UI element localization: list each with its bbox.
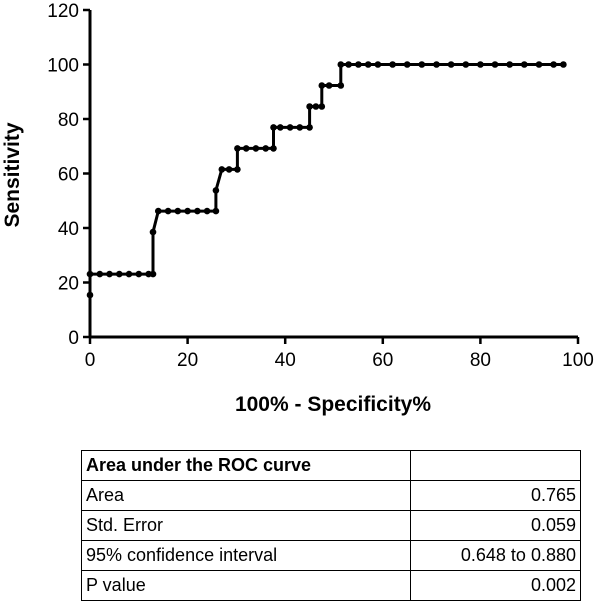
roc-data-point	[506, 61, 513, 68]
table-header-value	[410, 450, 581, 481]
roc-data-point	[106, 270, 113, 278]
roc-data-point	[418, 61, 426, 68]
y-axis-title: Sensitivity	[1, 122, 24, 227]
chart-axes	[88, 10, 578, 339]
y-tick-label: 60	[58, 165, 79, 186]
table-row-label: 95% confidence interval	[80, 540, 412, 571]
x-tick-label: 80	[470, 350, 491, 371]
roc-data-point	[318, 82, 326, 89]
roc-data-point	[560, 61, 567, 68]
x-tick-label: 100	[562, 350, 594, 371]
table-row-value: 0.059	[410, 510, 581, 541]
table-row-value: 0.765	[410, 480, 581, 511]
roc-data-point	[462, 61, 470, 68]
roc-data-point	[296, 124, 304, 131]
x-tick-label: 0	[85, 350, 96, 371]
roc-curve-points	[86, 61, 567, 299]
roc-data-point	[325, 82, 333, 89]
table-header-row: Area under the ROC curve	[80, 450, 581, 481]
y-tick-label: 100	[47, 56, 79, 77]
table-row: 95% confidence interval 0.648 to 0.880	[80, 540, 581, 571]
roc-data-point	[318, 103, 326, 110]
table-row-label: P value	[80, 570, 412, 601]
roc-data-point	[337, 61, 345, 68]
x-tick-label: 40	[275, 350, 296, 371]
table-header-label: Area under the ROC curve	[80, 450, 412, 481]
roc-data-point	[306, 124, 313, 131]
roc-data-point	[234, 145, 241, 152]
table-row-value: 0.002	[410, 570, 581, 601]
table-row: P value 0.002	[80, 570, 581, 601]
roc-data-point	[125, 270, 133, 278]
roc-data-point	[86, 291, 94, 299]
roc-data-point	[149, 228, 157, 236]
table-row: Std. Error 0.059	[80, 510, 581, 541]
roc-data-point	[225, 166, 233, 173]
x-axis-title: 100% - Specificity%	[235, 393, 431, 416]
y-tick-label: 0	[68, 328, 79, 349]
table-row-value: 0.648 to 0.880	[410, 540, 581, 571]
roc-data-point	[262, 145, 270, 152]
y-tick-label: 80	[58, 110, 79, 131]
roc-data-point	[374, 61, 382, 68]
roc-data-point	[135, 270, 143, 278]
roc-data-point	[433, 61, 440, 68]
roc-data-point	[242, 145, 250, 152]
y-tick-label: 20	[58, 274, 79, 295]
roc-data-point	[116, 270, 123, 278]
roc-chart: 0 20 40 60 80 100 0 20 40 60 80 100 120 100% - Speci…	[1, 1, 594, 416]
roc-data-point	[212, 187, 220, 194]
roc-data-point	[306, 103, 313, 110]
roc-data-point	[96, 270, 104, 278]
chart-ticks: 0 20 40 60 80 100 0 20 40 60 80 100 120	[47, 1, 594, 371]
roc-data-point	[86, 270, 94, 278]
roc-curve-line	[88, 63, 564, 295]
roc-data-point	[270, 124, 277, 131]
roc-data-point	[355, 61, 362, 68]
roc-data-point	[277, 124, 284, 131]
roc-data-point	[164, 207, 172, 215]
roc-data-point	[491, 61, 499, 68]
roc-data-point	[194, 207, 201, 215]
roc-data-point	[521, 61, 528, 68]
x-tick-label: 20	[177, 350, 198, 371]
roc-data-point	[155, 207, 162, 215]
roc-data-point	[477, 61, 484, 68]
roc-stats-table: Area under the ROC curve Area 0.765 Std.…	[80, 450, 581, 601]
roc-data-point	[234, 166, 241, 173]
table-row-label: Std. Error	[80, 510, 412, 541]
roc-data-point	[174, 207, 182, 215]
roc-data-point	[270, 145, 277, 152]
roc-data-point	[447, 61, 455, 68]
roc-data-point	[203, 207, 211, 215]
roc-data-point	[252, 145, 260, 152]
x-tick-label: 60	[372, 350, 393, 371]
roc-data-point	[286, 124, 294, 131]
roc-data-point	[212, 207, 220, 215]
roc-data-point	[337, 82, 345, 89]
table-row-label: Area	[80, 480, 412, 511]
roc-data-point	[364, 61, 372, 68]
table-row: Area 0.765	[80, 480, 581, 511]
roc-data-point	[345, 61, 352, 68]
roc-data-point	[312, 103, 320, 110]
roc-data-point	[389, 61, 396, 68]
y-tick-label: 120	[47, 1, 79, 22]
roc-data-point	[403, 61, 411, 68]
roc-data-point	[184, 207, 191, 215]
roc-data-point	[218, 166, 226, 173]
roc-data-point	[550, 61, 557, 68]
roc-data-point	[535, 61, 543, 68]
y-tick-label: 40	[58, 219, 79, 240]
roc-data-point	[149, 270, 157, 278]
